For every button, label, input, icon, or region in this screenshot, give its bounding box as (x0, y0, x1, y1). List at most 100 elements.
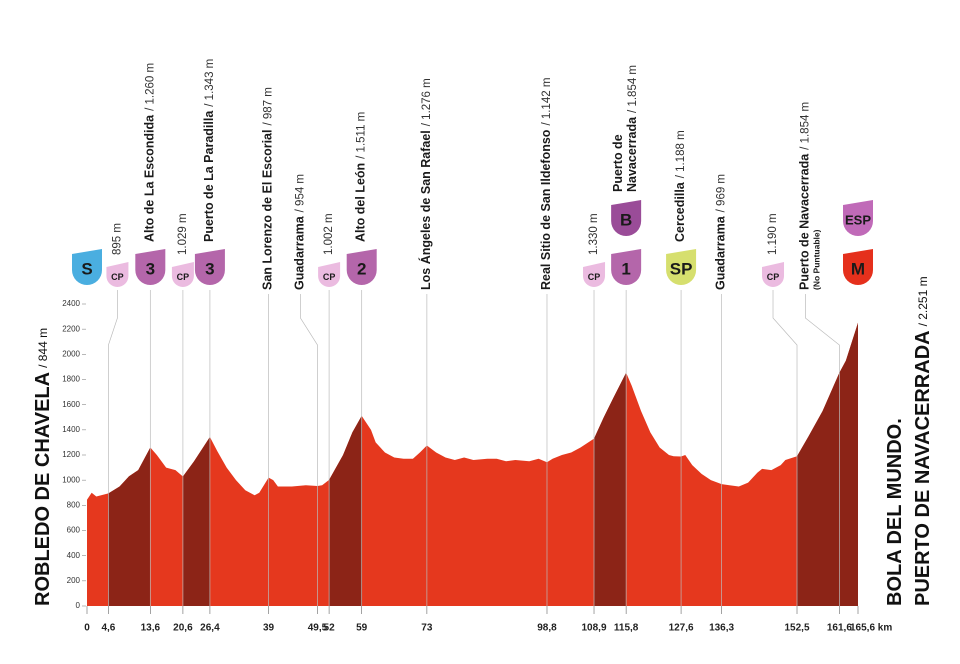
badge (318, 262, 341, 287)
poi-elevation: / 987 m (263, 87, 275, 125)
poi-label: 1.029 m (177, 213, 189, 255)
badge-text: CP (588, 272, 601, 282)
badge-text: CP (177, 272, 190, 282)
badge (106, 262, 129, 287)
poi-elevation: / 1.343 m (204, 59, 216, 107)
badge (762, 262, 785, 287)
poi-elevation: / 1.142 m (541, 78, 553, 126)
badge (666, 249, 697, 285)
y-tick-label: 800 (67, 500, 81, 509)
climb-area (839, 322, 858, 606)
poi-elevation: 1.190 m (767, 213, 779, 255)
poi-elevation: / 1.188 m (675, 130, 687, 178)
climb-area (329, 415, 362, 606)
badge-text: SP (670, 259, 693, 278)
poi-label: Puerto de (611, 134, 625, 192)
x-tick-label: 4,6 (101, 623, 115, 634)
y-tick-label: 2000 (62, 349, 80, 358)
poi-elevation: 895 m (111, 223, 123, 255)
poi-elevation: / 1.854 m (627, 65, 639, 113)
y-tick-label: 1600 (62, 400, 80, 409)
badge (583, 262, 606, 287)
leader-line (805, 294, 840, 606)
climb-area (594, 372, 627, 606)
poi-label: 1.002 m (323, 213, 335, 255)
x-tick-label: 161,6 (827, 623, 852, 634)
start-name: ROBLEDO DE CHAVELA (32, 372, 54, 606)
x-tick-label: 20,6 (173, 623, 193, 634)
poi-note: (No Puntuable) (812, 229, 822, 290)
badge (843, 249, 873, 285)
poi-elevation: 1.029 m (177, 213, 189, 255)
finish-elevation: / 2.251 m (916, 276, 930, 326)
start-label: ROBLEDO DE CHAVELA / 844 m (32, 328, 54, 606)
x-tick-label: 127,6 (669, 623, 694, 634)
badge (171, 262, 194, 287)
poi-name: Real Sitio de San Ildefonso (539, 129, 553, 290)
poi-name: Alto de La Escondida (143, 114, 157, 242)
badge-text: B (620, 210, 632, 229)
poi-label: 895 m (111, 223, 123, 255)
y-tick-label: 0 (76, 601, 81, 610)
badge-text: ESP (845, 212, 871, 227)
poi-elevation: 1.002 m (323, 213, 335, 255)
poi-name: Alto del León (354, 163, 368, 242)
badge-text: M (851, 259, 865, 278)
y-tick-label: 200 (67, 576, 81, 585)
poi-elevation: / 1.854 m (799, 102, 811, 150)
y-tick-label: 1800 (62, 375, 80, 384)
leader-line (300, 294, 318, 606)
y-tick-label: 2200 (62, 324, 80, 333)
badge (346, 249, 377, 285)
poi-elevation: 1.330 m (588, 213, 600, 255)
y-tick-label: 1400 (62, 425, 80, 434)
poi-label: Guadarrama / 969 m (714, 174, 728, 290)
poi-label: Alto del León / 1.511 m (354, 112, 368, 242)
poi-label: Guadarrama / 954 m (293, 174, 307, 290)
poi-name: San Lorenzo de El Escorial (261, 130, 275, 290)
y-tick-label: 1000 (62, 475, 80, 484)
x-tick-label: 165,6 km (850, 623, 892, 634)
leader-line (108, 290, 118, 606)
poi-elevation: / 1.260 m (144, 63, 156, 111)
climb-area (108, 447, 151, 606)
poi-name: Puerto de (611, 134, 625, 192)
poi-label: Alto de La Escondida / 1.260 m (143, 63, 157, 242)
poi-name: Puerto de La Paradilla (202, 110, 216, 242)
badge (611, 200, 642, 237)
badge (72, 249, 102, 285)
x-tick-label: 108,9 (582, 623, 607, 634)
y-tick-label: 1200 (62, 450, 80, 459)
poi-elevation: / 1.276 m (421, 78, 433, 126)
x-tick-label: 115,8 (614, 623, 639, 634)
x-tick-label: 52 (324, 623, 336, 634)
badge (611, 249, 642, 285)
badge-text: S (81, 259, 92, 278)
poi-label: Los Ángeles de San Rafael / 1.276 m (418, 78, 433, 290)
badge-text: 1 (621, 259, 630, 278)
poi-name: Guadarrama (293, 215, 307, 290)
poi-name: Cercedilla (673, 181, 687, 242)
finish-label-1: BOLA DEL MUNDO. (884, 418, 906, 606)
profile-area (87, 322, 858, 606)
x-tick-label: 136,3 (709, 623, 734, 634)
poi-elevation: / 969 m (716, 174, 728, 212)
poi-name: Guadarrama (714, 215, 728, 290)
badge (843, 200, 873, 236)
x-tick-label: 49,5 (308, 623, 328, 634)
x-tick-label: 98,8 (537, 623, 557, 634)
badge-text: CP (767, 272, 780, 282)
poi-elevation: / 954 m (294, 174, 306, 212)
leader-line (772, 290, 798, 606)
poi-name: Los Ángeles de San Rafael (418, 130, 433, 290)
poi-name: Navacerrada (625, 116, 639, 192)
poi-label: Puerto de Navacerrada / 1.854 m (798, 102, 812, 290)
y-tick-label: 600 (67, 526, 81, 535)
badge (194, 249, 225, 285)
finish-name: PUERTO DE NAVACERRADA (912, 330, 934, 606)
poi-elevation: / 1.511 m (356, 112, 368, 159)
poi-label: 1.330 m (588, 213, 600, 255)
poi-label: Cercedilla / 1.188 m (673, 130, 687, 242)
badge-text: CP (323, 272, 336, 282)
